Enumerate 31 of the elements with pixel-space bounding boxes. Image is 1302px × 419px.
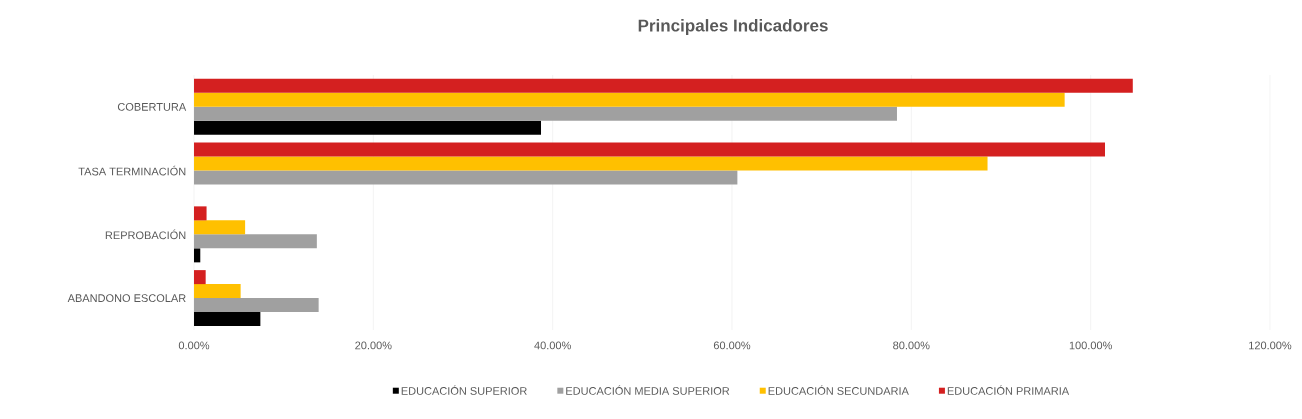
y-tick-label: REPROBACIÓN [105, 229, 186, 240]
bar [194, 220, 246, 235]
legend-label: EDUCACIÓN MEDIA SUPERIOR [566, 385, 730, 395]
legend-label: EDUCACIÓN SUPERIOR [401, 385, 527, 395]
x-tick-label: 80.00% [893, 341, 930, 350]
legend-label: EDUCACIÓN SECUNDARIA [768, 385, 909, 395]
bar [194, 298, 319, 313]
y-tick-label: ABANDONO ESCOLAR [67, 294, 186, 303]
bar [194, 142, 1105, 157]
bar [194, 206, 207, 221]
bar [194, 284, 241, 299]
bar [194, 92, 1065, 107]
x-tick-label: 120.00% [1249, 341, 1292, 350]
legend-label: EDUCACIÓN PRIMARIA [947, 385, 1070, 395]
bar [194, 248, 201, 263]
bar [194, 78, 1133, 93]
bar [194, 234, 317, 249]
bar [194, 156, 988, 171]
bar [194, 170, 738, 185]
y-tick-label: COBERTURA [117, 102, 187, 111]
bar [194, 120, 542, 135]
y-tick-label: TASA TERMINACIÓN [78, 165, 186, 176]
x-tick-label: 60.00% [713, 341, 751, 350]
x-tick-label: 20.00% [355, 341, 392, 350]
x-tick-label: 40.00% [534, 341, 571, 350]
bar [194, 106, 897, 121]
x-tick-label: 100.00% [1069, 341, 1112, 350]
chart-title: Principales Indicadores [638, 19, 828, 35]
x-tick-label: 0.00% [178, 341, 210, 350]
bar [194, 270, 206, 285]
bar [194, 312, 261, 327]
